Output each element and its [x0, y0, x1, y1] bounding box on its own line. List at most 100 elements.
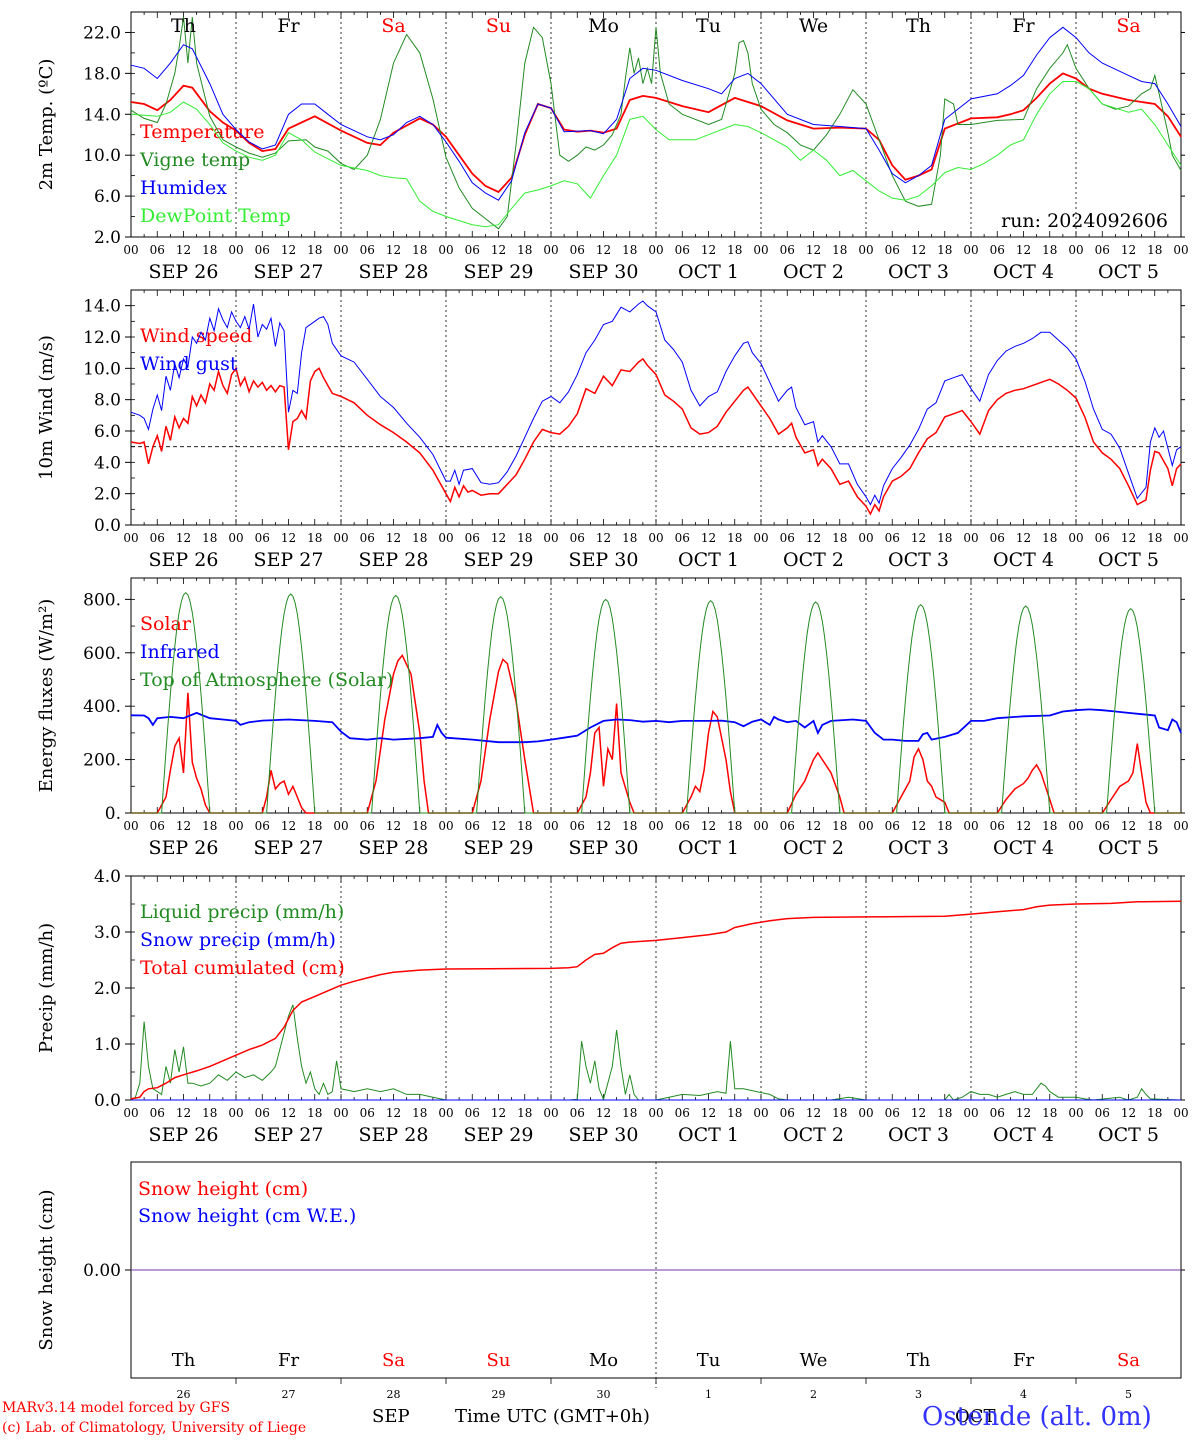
x-hour-label: 12	[911, 243, 926, 257]
y-tick-label: 0.0	[94, 516, 121, 536]
x-date-label: OCT 3	[888, 261, 949, 283]
x-hour-label: 00	[333, 819, 348, 833]
x-hour-label: 00	[1173, 819, 1188, 833]
x-hour-label: 12	[281, 819, 296, 833]
x-date-label: SEP 30	[569, 837, 639, 859]
x-date-label: OCT 1	[678, 1124, 739, 1146]
x-hour-label: 06	[465, 243, 480, 257]
x-hour-label: 06	[885, 243, 900, 257]
x-date-label: SEP 26	[149, 261, 219, 283]
day-name-label: Sa	[1116, 15, 1140, 37]
x-hour-label: 00	[1068, 243, 1083, 257]
y-tick-label: 4.0	[94, 867, 121, 887]
x-hour-label: 18	[307, 819, 322, 833]
x-date-label: OCT 5	[1098, 261, 1159, 283]
x-hour-label: 12	[281, 531, 296, 545]
x-hour-label: 06	[570, 819, 585, 833]
y-tick-label: 2.0	[94, 979, 121, 999]
x-date-label: SEP 30	[569, 549, 639, 571]
x-hour-label: 18	[832, 819, 847, 833]
x-hour-label: 12	[1121, 531, 1136, 545]
x-hour-label: 06	[990, 243, 1005, 257]
x-hour-label: 18	[937, 819, 952, 833]
x-hour-label: 18	[622, 819, 637, 833]
y-axis-label: Precip (mm/h)	[36, 923, 57, 1053]
x-hour-label: 06	[465, 531, 480, 545]
day-name-label: Su	[487, 1350, 511, 1371]
x-hour-label: 06	[780, 243, 795, 257]
x-hour-label: 18	[727, 1106, 742, 1120]
x-hour-label: 06	[780, 819, 795, 833]
model-credit: MARv3.14 model forced by GFS	[2, 1400, 231, 1416]
x-hour-label: 18	[832, 1106, 847, 1120]
x-hour-label: 18	[307, 243, 322, 257]
x-hour-label: 00	[123, 1106, 138, 1120]
x-hour-label: 00	[438, 531, 453, 545]
legend-entry: Solar	[140, 613, 192, 635]
x-hour-label: 06	[885, 819, 900, 833]
x-hour-label: 06	[1095, 1106, 1110, 1120]
x-hour-label: 18	[202, 1106, 217, 1120]
x-hour-label: 06	[255, 819, 270, 833]
x-hour-label: 00	[438, 819, 453, 833]
x-hour-label: 12	[701, 531, 716, 545]
day-name-label: Sa	[1117, 1350, 1140, 1371]
x-hour-label: 18	[832, 531, 847, 545]
lab-credit: (c) Lab. of Climatology, University of L…	[2, 1420, 307, 1436]
legend-entry: Wind speed	[140, 325, 252, 347]
x-axis-unit-label: Time UTC (GMT+0h)	[455, 1406, 650, 1427]
x-hour-label: 00	[963, 531, 978, 545]
y-tick-label: 22.0	[83, 23, 121, 43]
y-tick-label: 4.0	[94, 453, 121, 473]
x-hour-label: 12	[1016, 1106, 1031, 1120]
series-line-liquid-precip-mm-h-	[130, 1004, 1182, 1101]
day-name-label: Tu	[697, 1350, 721, 1371]
series-line-total-cumulated-cm-	[130, 900, 1182, 1100]
run-label: run: 2024092606	[1001, 210, 1168, 232]
day-name-label: Fr	[1012, 15, 1035, 37]
x-hour-label: 12	[386, 819, 401, 833]
x-hour-label: 12	[806, 531, 821, 545]
x-day-number: 27	[282, 1388, 296, 1401]
legend-entry: Wind gust	[140, 353, 238, 375]
x-hour-label: 00	[753, 243, 768, 257]
y-tick-label: 14.0	[83, 105, 121, 125]
x-hour-label: 12	[1121, 1106, 1136, 1120]
x-hour-label: 06	[780, 1106, 795, 1120]
y-axis-label: 2m Temp. (ºC)	[36, 59, 57, 191]
x-hour-label: 06	[675, 243, 690, 257]
x-date-label: SEP 29	[464, 261, 534, 283]
y-tick-label: 0.00	[83, 1261, 121, 1281]
x-hour-label: 12	[176, 819, 191, 833]
x-hour-label: 12	[596, 1106, 611, 1120]
x-hour-label: 00	[858, 243, 873, 257]
x-hour-label: 12	[281, 1106, 296, 1120]
x-hour-label: 00	[1068, 1106, 1083, 1120]
x-hour-label: 18	[937, 1106, 952, 1120]
x-hour-label: 00	[753, 1106, 768, 1120]
x-date-label: SEP 27	[254, 1124, 324, 1146]
day-name-label: Mo	[589, 1350, 618, 1371]
x-hour-label: 18	[1147, 819, 1162, 833]
x-hour-label: 18	[937, 243, 952, 257]
legend-entry: Vigne temp	[139, 149, 250, 171]
x-hour-label: 18	[307, 531, 322, 545]
x-hour-label: 06	[570, 243, 585, 257]
x-hour-label: 12	[701, 819, 716, 833]
x-hour-label: 18	[202, 243, 217, 257]
series-line-infrared	[130, 708, 1182, 744]
x-hour-label: 12	[176, 1106, 191, 1120]
x-date-label: OCT 5	[1098, 549, 1159, 571]
x-hour-label: 00	[753, 531, 768, 545]
x-hour-label: 06	[465, 1106, 480, 1120]
x-day-number: 29	[492, 1388, 506, 1401]
x-hour-label: 00	[648, 1106, 663, 1120]
x-hour-label: 06	[570, 1106, 585, 1120]
x-date-label: OCT 1	[678, 261, 739, 283]
x-hour-label: 18	[412, 819, 427, 833]
legend-entry: Snow height (cm)	[138, 1178, 308, 1200]
x-day-number: 3	[915, 1388, 922, 1401]
series-line-vigne-temp	[130, 17, 1182, 230]
x-hour-label: 18	[412, 1106, 427, 1120]
day-name-label: We	[799, 15, 828, 37]
